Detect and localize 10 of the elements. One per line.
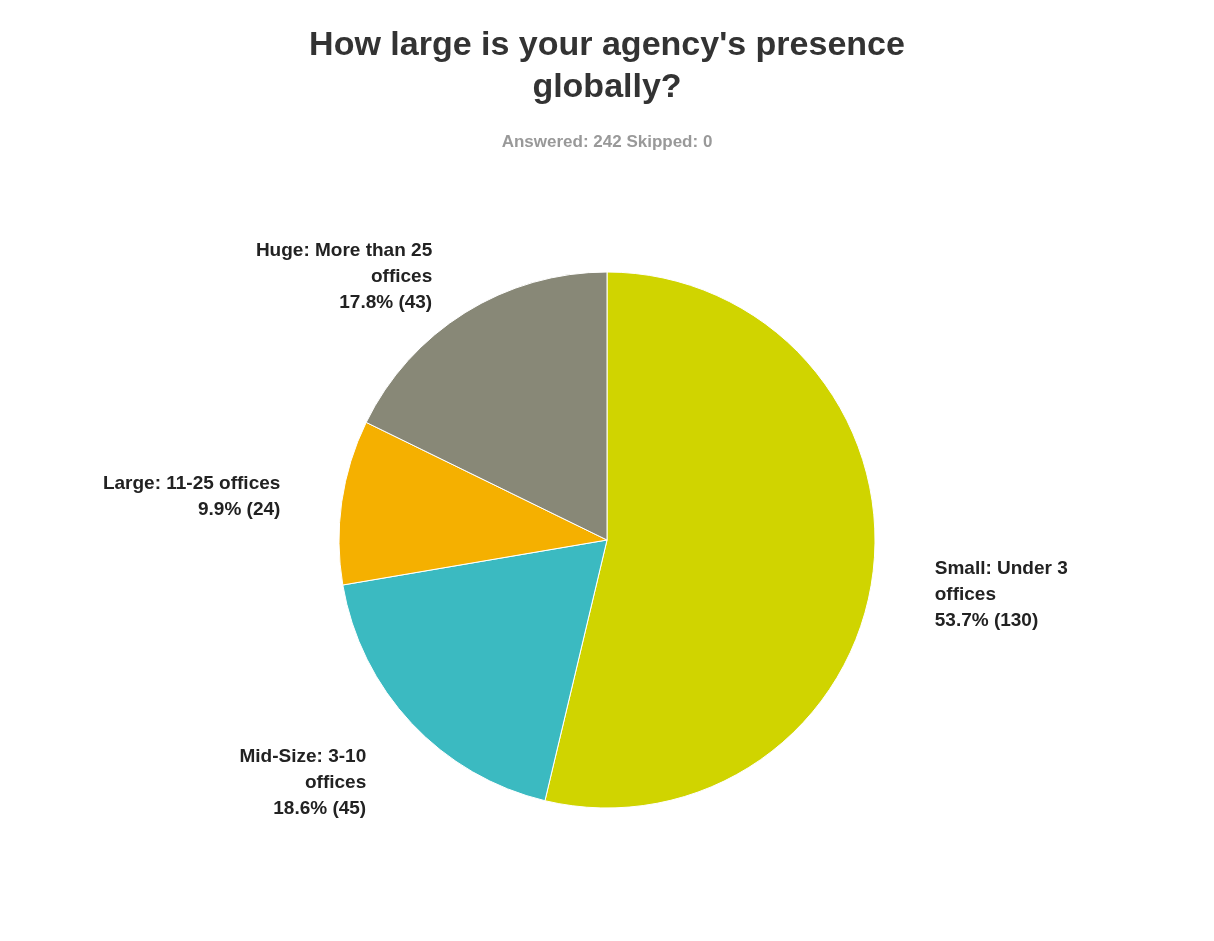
data-label: 18.6% (45): [273, 796, 367, 818]
slice-label: Mid-Size: 3-10 offices: [239, 744, 367, 792]
data-label: 9.9% (24): [197, 498, 281, 520]
chart-title: How large is your agency's presence globally?: [309, 24, 905, 104]
data-label: 53.7% (130): [934, 609, 1039, 631]
chart-subtitle: Answered: 242 Skipped: 0: [501, 132, 713, 151]
slice-label: Large: 11-25 offices: [102, 472, 281, 494]
slice-label: Huge: More than 25 offices: [255, 239, 433, 287]
slice-label: Small: Under 3 offices: [934, 557, 1068, 605]
data-label: 17.8% (43): [339, 291, 433, 313]
